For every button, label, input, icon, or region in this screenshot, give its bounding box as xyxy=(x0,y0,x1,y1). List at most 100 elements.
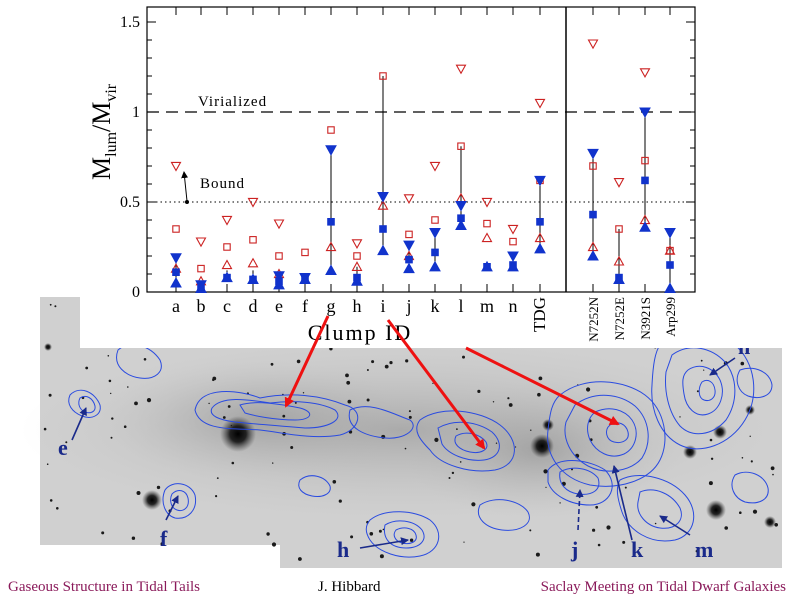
footer: Gaseous Structure in Tidal Tails J. Hibb… xyxy=(0,575,800,600)
x-tick-label: e xyxy=(275,296,283,316)
star xyxy=(408,415,412,419)
point-triangle-up xyxy=(613,273,625,284)
bound-label: Bound xyxy=(200,176,245,192)
star xyxy=(749,435,751,437)
star xyxy=(222,416,226,419)
plot-frame xyxy=(146,6,696,293)
point-triangle-up xyxy=(195,282,207,293)
footer-author: J. Hibbard xyxy=(318,579,381,595)
star xyxy=(101,531,105,535)
star xyxy=(679,416,681,418)
star xyxy=(49,303,52,306)
y-axis-label: Mlum/Mvir xyxy=(87,83,120,180)
star xyxy=(46,463,49,466)
star xyxy=(495,442,498,444)
point-triangle-up xyxy=(247,257,259,268)
star xyxy=(459,461,462,463)
star xyxy=(85,366,89,370)
point-triangle-down xyxy=(534,175,546,187)
star xyxy=(545,486,547,488)
point-triangle-down xyxy=(377,192,389,203)
star xyxy=(111,417,114,420)
star xyxy=(695,550,698,553)
star xyxy=(538,376,543,381)
point-square xyxy=(509,237,517,246)
star xyxy=(131,536,136,540)
star xyxy=(389,361,393,365)
star xyxy=(338,499,342,503)
reference-lines xyxy=(147,111,695,203)
star xyxy=(463,541,465,543)
point-triangle-down xyxy=(587,148,599,160)
point-square xyxy=(666,261,674,269)
x-tick-label-rotated: TDG xyxy=(530,297,549,332)
star xyxy=(492,401,495,403)
star xyxy=(462,355,465,359)
star xyxy=(347,399,352,404)
star xyxy=(448,477,451,479)
image-label-m: m xyxy=(695,537,713,562)
star xyxy=(586,387,591,392)
point-square xyxy=(379,72,387,80)
point-triangle-down xyxy=(587,39,599,50)
point-triangle-down xyxy=(221,215,233,226)
point-square xyxy=(483,219,491,228)
ylabel-mid: /M xyxy=(87,102,116,132)
point-triangle-up xyxy=(299,273,311,284)
point-triangle-up xyxy=(481,260,493,272)
star xyxy=(366,398,370,402)
star xyxy=(456,428,458,430)
y-tick-label: 0.5 xyxy=(120,194,140,211)
star xyxy=(724,526,728,530)
point-triangle-down xyxy=(429,228,441,239)
star xyxy=(592,528,596,532)
star xyxy=(382,528,385,531)
star xyxy=(110,436,113,439)
star xyxy=(298,557,302,561)
point-triangle-down xyxy=(455,201,467,212)
point-triangle-down xyxy=(613,178,625,188)
x-tick-label: a xyxy=(172,296,180,316)
bright-star xyxy=(142,490,162,510)
star xyxy=(345,373,349,378)
star xyxy=(606,525,611,530)
ylabel-main: M xyxy=(87,157,116,180)
x-tick-label: m xyxy=(480,296,494,316)
point-square xyxy=(275,252,283,260)
star xyxy=(215,495,218,498)
star xyxy=(770,466,775,471)
star xyxy=(750,460,753,463)
point-triangle-down xyxy=(639,68,651,79)
star xyxy=(43,427,47,431)
star xyxy=(477,389,481,393)
star xyxy=(508,403,513,407)
point-triangle-up xyxy=(247,273,259,284)
point-triangle-up xyxy=(534,232,546,243)
x-tick-label: h xyxy=(353,296,362,316)
star xyxy=(231,461,235,465)
star xyxy=(530,429,532,431)
point-triangle-up xyxy=(351,275,363,286)
star xyxy=(752,509,758,514)
bright-star xyxy=(764,516,776,528)
x-tick-label: n xyxy=(509,296,518,316)
x-tick-label: k xyxy=(431,296,440,316)
point-triangle-down xyxy=(195,237,207,248)
point-square xyxy=(536,217,544,226)
point-triangle-down xyxy=(455,64,467,75)
star xyxy=(48,393,52,397)
point-triangle-down xyxy=(351,239,363,250)
point-square xyxy=(172,268,180,276)
point-square xyxy=(249,236,257,244)
x-tick-label-rotated: Arp299 xyxy=(663,297,678,337)
star xyxy=(366,369,369,371)
star xyxy=(409,538,414,542)
footer-title: Gaseous Structure in Tidal Tails xyxy=(8,579,201,595)
x-tick-label-rotated: N7252N xyxy=(586,296,601,341)
point-triangle-down xyxy=(664,228,676,239)
star xyxy=(143,358,147,361)
bound-dot xyxy=(185,200,189,204)
point-square xyxy=(615,225,623,233)
bright-star xyxy=(220,416,256,452)
